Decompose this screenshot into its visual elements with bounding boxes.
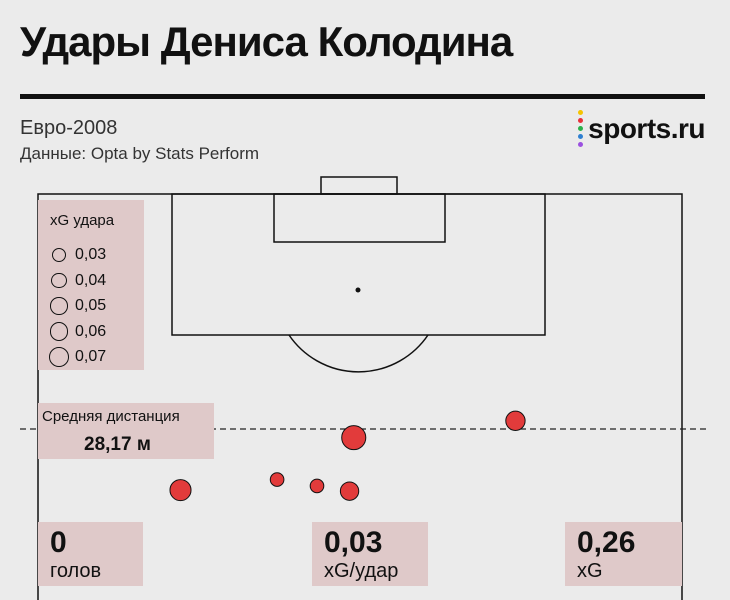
legend-circle-icon xyxy=(49,322,69,341)
legend-item: 0,06 xyxy=(48,322,106,342)
logo-dot xyxy=(578,134,584,139)
xg-per-shot-value: 0,03 xyxy=(324,526,383,559)
shot-markers xyxy=(169,410,526,502)
xg-total-value: 0,26 xyxy=(577,526,636,559)
legend-item: 0,04 xyxy=(48,271,106,291)
xg-total-stat: 0,26 xG xyxy=(565,522,682,586)
legend-circle-icon xyxy=(50,297,68,315)
xg-total-label: xG xyxy=(577,560,603,582)
average-distance-label: Средняя дистанция xyxy=(42,408,180,425)
legend-circle-icon xyxy=(51,247,67,263)
shot-marker xyxy=(505,410,526,431)
legend-circle-icon xyxy=(51,272,67,289)
legend-label: 0,05 xyxy=(75,297,107,314)
goals-value: 0 xyxy=(50,526,67,559)
legend-label: 0,06 xyxy=(75,322,107,340)
goals-label: голов xyxy=(50,560,102,582)
data-source: Данные: Opta by Stats Perform xyxy=(20,144,260,163)
xg-per-shot-label: xG/удар xyxy=(324,560,399,582)
legend-item: 0,03 xyxy=(48,245,106,265)
legend-label: 0,07 xyxy=(75,348,107,365)
goals-stat: 0 голов xyxy=(38,522,143,586)
penalty-area xyxy=(171,193,546,336)
legend-label: 0,04 xyxy=(75,271,107,289)
shot-marker xyxy=(339,481,360,501)
average-distance-box: Средняя дистанция 28,17 м xyxy=(38,403,214,459)
legend-item: 0,07 xyxy=(48,347,106,367)
xg-per-shot-stat: 0,03 xG/удар xyxy=(312,522,428,586)
logo-dot xyxy=(578,110,584,115)
legend-title: xG удара xyxy=(50,212,115,229)
xg-legend: xG удара 0,03 0,04 0,05 0,06 0,07 xyxy=(38,200,144,370)
legend-item: 0,05 xyxy=(48,296,106,316)
penalty-arc xyxy=(288,334,429,373)
legend-circle-icon xyxy=(49,347,69,367)
shot-marker xyxy=(169,479,192,502)
legend-label: 0,03 xyxy=(75,246,107,263)
shot-marker xyxy=(269,472,285,487)
subtitle: Евро-2008 xyxy=(20,117,118,139)
goal-area xyxy=(273,193,446,243)
shot-marker xyxy=(309,478,325,494)
sports-ru-logo: sports.ru xyxy=(578,110,705,147)
goal xyxy=(320,176,398,195)
average-distance-value: 28,17 м xyxy=(84,434,151,455)
logo-dot xyxy=(578,118,584,123)
shot-marker xyxy=(341,425,367,451)
page-title: Удары Дениса Колодина xyxy=(20,18,513,65)
title-rule xyxy=(20,94,705,99)
logo-dots-icon xyxy=(578,110,584,147)
logo-dot xyxy=(578,142,584,147)
brand-name: sports.ru xyxy=(588,112,705,144)
pitch-markings xyxy=(37,176,683,600)
logo-dot xyxy=(578,126,584,131)
penalty-spot xyxy=(355,287,361,293)
